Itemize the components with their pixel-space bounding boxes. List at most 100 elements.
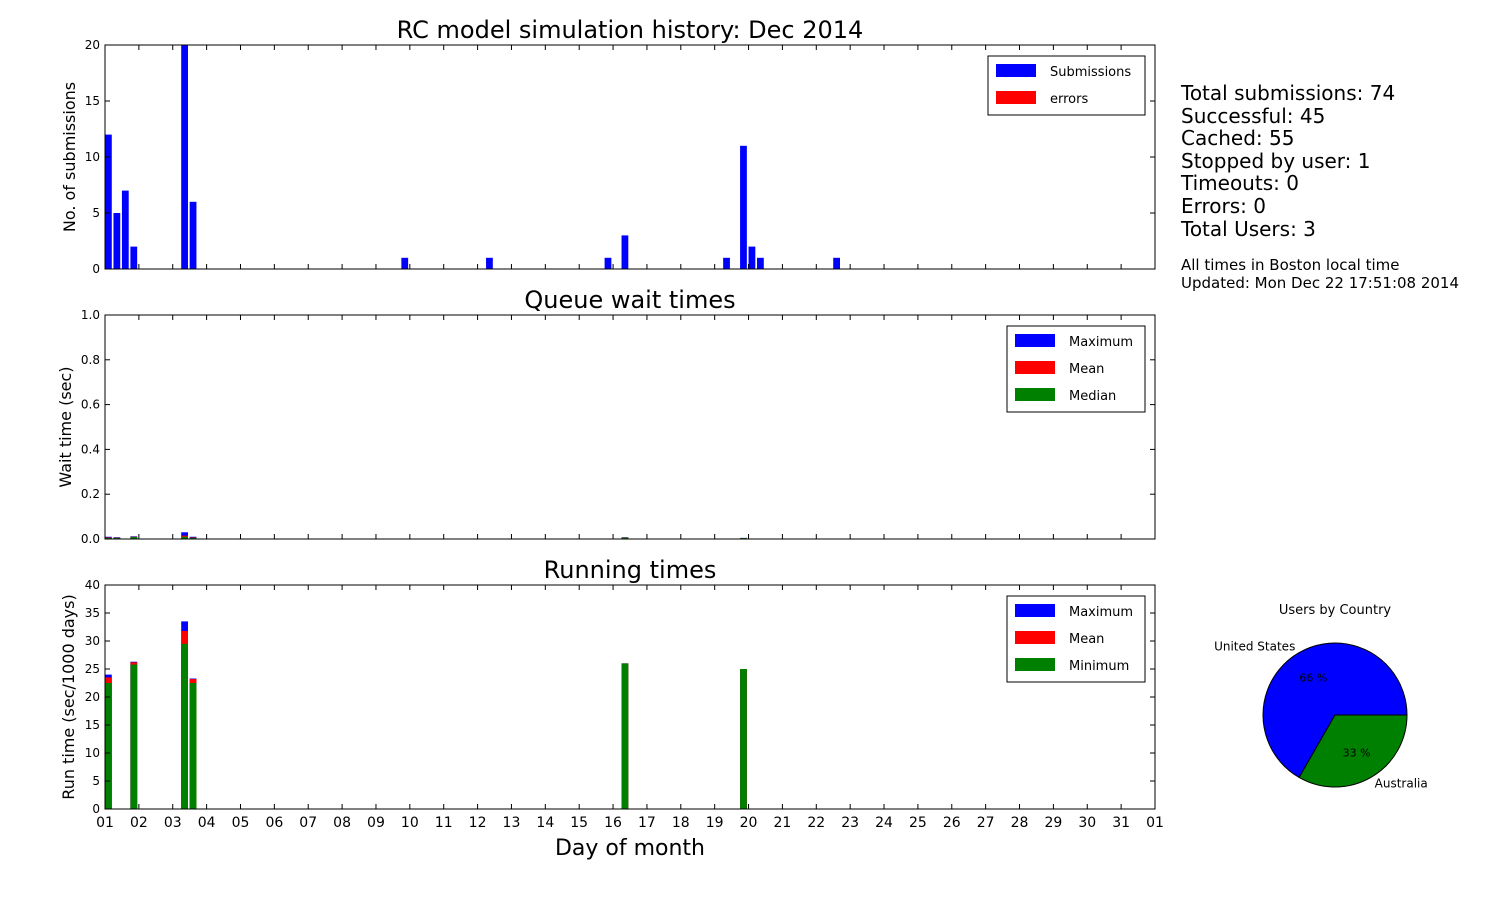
ytick-label: 0.6	[81, 398, 100, 412]
bar-submissions-12	[748, 246, 756, 269]
legend-swatch-mean	[1015, 631, 1055, 644]
bar-median-2	[130, 536, 138, 539]
bar-submissions-14	[833, 257, 840, 269]
bar-submissions-3	[130, 246, 138, 269]
stat-timeouts: Timeouts: 0	[1181, 171, 1299, 196]
bar-minimum-2	[181, 643, 188, 809]
ytick-label: 25	[85, 662, 100, 676]
pie-slice-australia	[1298, 714, 1408, 788]
bar-submissions-9	[621, 235, 629, 269]
ytick-label: 20	[85, 38, 100, 52]
xtick-label: 20	[740, 815, 758, 831]
ytick-label: 0.0	[81, 532, 100, 546]
xtick-label: 02	[130, 815, 148, 831]
chart-panel-2: Queue wait times 0.0 0.2 0.4 0.6 0.8 1.0 Wait t…	[56, 286, 1156, 546]
summary-stats: Total submissions: 74 Successful: 45 Cac…	[1181, 82, 1395, 240]
legend-label-median: Median	[1069, 389, 1116, 404]
ytick-label: 30	[85, 634, 100, 648]
pie-label: United States	[1214, 639, 1295, 653]
legend: Maximum Mean Median	[1006, 325, 1146, 413]
xtick-label: 22	[807, 815, 825, 831]
ytick-label: 0.4	[81, 442, 100, 456]
plot-frame	[104, 584, 1156, 810]
legend-swatch-mean	[1015, 361, 1055, 374]
bar-minimum-3	[189, 683, 197, 809]
ytick-label: 15	[85, 94, 100, 108]
pie-label: Australia	[1375, 777, 1428, 791]
xtick-label: 10	[401, 815, 419, 831]
bar-submissions-7	[486, 257, 493, 269]
bar-median-1	[113, 537, 121, 539]
xtick-label: 31	[1112, 815, 1130, 831]
legend-label-minimum: Minimum	[1069, 659, 1129, 674]
plot-frame	[104, 314, 1156, 540]
xtick-label: 19	[706, 815, 724, 831]
ytick-label: 15	[85, 718, 100, 732]
bar-submissions-10	[723, 257, 730, 269]
ytick-label: 20	[85, 690, 100, 704]
xtick-label: 30	[1078, 815, 1096, 831]
xtick-label: 06	[265, 815, 283, 831]
ytick-label: 0.8	[81, 353, 100, 367]
xtick-label: 09	[367, 815, 385, 831]
chart-title: Running times	[544, 556, 717, 584]
pie-chart: Users by Country 66 % United States 33 % Aus…	[1214, 603, 1428, 791]
xtick-label: 07	[299, 815, 317, 831]
stat-total-users: Total Users: 3	[1181, 216, 1316, 241]
legend-swatch-minimum	[1015, 658, 1055, 671]
ytick-label: 10	[85, 746, 100, 760]
pie-pct-label: 33 %	[1343, 746, 1371, 759]
bar-minimum-5	[740, 669, 747, 809]
bar-median-0	[105, 537, 112, 539]
ytick-label: 10	[85, 150, 100, 164]
chart-title: RC model simulation history: Dec 2014	[397, 16, 864, 44]
legend-swatch-submissions	[996, 64, 1036, 77]
xtick-label: 04	[198, 815, 216, 831]
x-axis-label: Day of month	[555, 836, 705, 861]
xtick-label: 23	[841, 815, 859, 831]
y-axis-label: Run time (sec/1000 days)	[59, 594, 78, 799]
bar-submissions-1	[113, 213, 121, 269]
xtick-label: 24	[875, 815, 893, 831]
xtick-label: 01	[1146, 815, 1164, 831]
xtick-label: 14	[536, 815, 554, 831]
bar-median-5	[621, 537, 629, 539]
ytick-label: 0	[92, 262, 100, 276]
xtick-label: 17	[638, 815, 656, 831]
bar-minimum-1	[130, 664, 138, 809]
ytick-label: 5	[92, 206, 100, 220]
xtick-label: 29	[1044, 815, 1062, 831]
bar-submissions-6	[401, 257, 409, 269]
stat-stopped-by-user: Stopped by user: 1	[1181, 148, 1371, 173]
y-axis-label: No. of submissions	[60, 82, 79, 232]
legend-swatch-maximum	[1015, 604, 1055, 617]
xtick-label: 26	[943, 815, 961, 831]
time-notes: All times in Boston local time Updated: …	[1181, 256, 1459, 292]
xtick-label: 28	[1011, 815, 1029, 831]
timezone-note: All times in Boston local time	[1181, 256, 1400, 274]
xtick-label: 27	[977, 815, 995, 831]
legend-label-maximum: Maximum	[1069, 335, 1133, 350]
legend: Submissions errors	[987, 55, 1146, 116]
ytick-label: 40	[85, 578, 100, 592]
xtick-label: 01	[96, 815, 114, 831]
bar-submissions-0	[105, 134, 112, 269]
legend: Maximum Mean Minimum	[1006, 595, 1146, 683]
legend-label-maximum: Maximum	[1069, 605, 1133, 620]
pie-pct-label: 66 %	[1299, 672, 1327, 685]
bar-submissions-8	[604, 257, 612, 269]
y-axis-label: Wait time (sec)	[56, 366, 75, 487]
xtick-label: 25	[909, 815, 927, 831]
legend-label-submissions: Submissions	[1050, 65, 1131, 80]
xtick-label: 11	[435, 815, 453, 831]
stat-successful: Successful: 45	[1181, 103, 1326, 128]
xtick-label: 16	[604, 815, 622, 831]
xtick-label: 05	[232, 815, 250, 831]
legend-label-errors: errors	[1050, 92, 1088, 107]
bar-submissions-2	[121, 190, 129, 269]
bar-submissions-5	[189, 201, 197, 269]
ytick-label: 35	[85, 606, 100, 620]
xtick-label: 12	[469, 815, 487, 831]
ytick-label: 0.2	[81, 487, 100, 501]
